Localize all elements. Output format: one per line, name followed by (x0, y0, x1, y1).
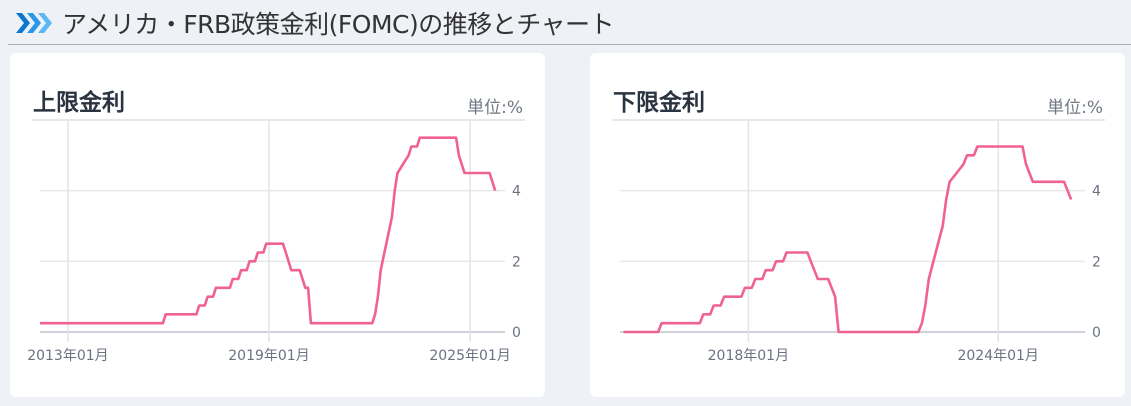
unit-label: 単位:% (467, 98, 523, 118)
upper-rate-chart-card: 0 2 4 2013年01月 2019年01月 2025年01月 上限金利 単位:% (10, 53, 545, 397)
rate-series-line (40, 136, 497, 325)
x-tick-label: 2013年01月 (27, 348, 108, 364)
y-tick-label: 2 (1092, 254, 1101, 270)
rate-series-line (623, 145, 1073, 334)
unit-label: 単位:% (1047, 98, 1103, 118)
x-tick-label: 2018年01月 (708, 348, 789, 364)
triple-chevron-right-icon (16, 13, 52, 33)
x-tick-label: 2025年01月 (429, 348, 510, 364)
x-tick-label: 2019年01月 (228, 348, 309, 364)
lower-rate-chart: 0 2 4 2018年01月 2024年01月 (612, 119, 1105, 364)
y-tick-label: 4 (512, 184, 521, 200)
upper-rate-chart: 0 2 4 2013年01月 2019年01月 2025年01月 (27, 119, 525, 364)
y-tick-label: 4 (1092, 184, 1101, 200)
page-title: アメリカ・FRB政策金利(FOMC)の推移とチャート (62, 10, 615, 39)
header-divider (8, 44, 1131, 45)
chart-title: 下限金利 (613, 90, 705, 116)
y-tick-label: 0 (1092, 325, 1101, 341)
lower-rate-chart-card: 0 2 4 2018年01月 2024年01月 下限金利 単位:% (590, 53, 1125, 397)
x-tick-label: 2024年01月 (957, 348, 1038, 364)
page-header: アメリカ・FRB政策金利(FOMC)の推移とチャート (0, 0, 1131, 45)
y-tick-label: 0 (512, 325, 521, 341)
chart-title: 上限金利 (33, 90, 125, 116)
y-tick-label: 2 (512, 254, 521, 270)
